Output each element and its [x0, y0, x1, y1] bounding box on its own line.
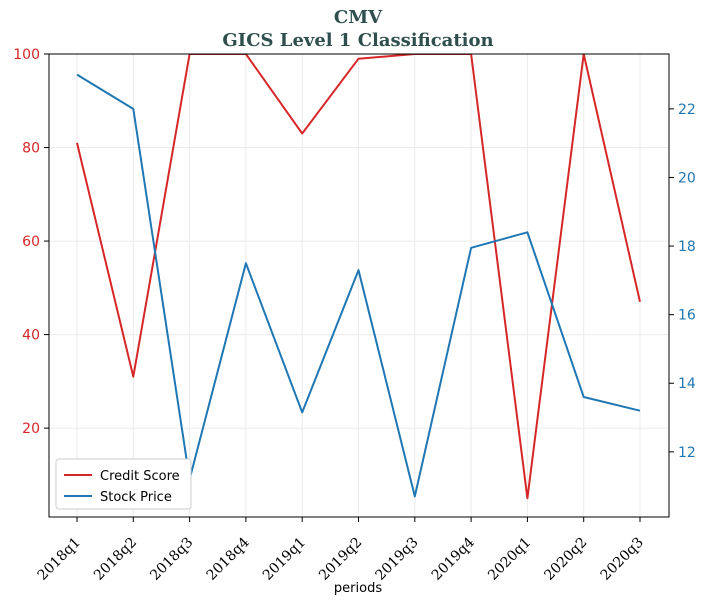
- grid: [49, 53, 669, 517]
- x-tick-label: 2019q1: [260, 535, 309, 584]
- x-tick-label: 2020q1: [485, 535, 534, 584]
- legend-label-stock-price: Stock Price: [100, 490, 172, 505]
- left-y-axis: 20 40 60 80 100: [13, 47, 49, 437]
- series-line-stock-price: [76, 73, 641, 498]
- right-tick-label: 22: [678, 102, 696, 118]
- right-y-axis: 12 14 16 18 20 22: [669, 102, 696, 461]
- x-axis-label: periods: [334, 581, 382, 596]
- left-tick-label: 60: [22, 234, 40, 250]
- right-tick-label: 18: [678, 239, 696, 255]
- chart-title-line2: GICS Level 1 Classification: [222, 30, 493, 51]
- x-tick-label: 2020q3: [598, 535, 647, 584]
- chart-title-line1: CMV: [334, 7, 383, 28]
- left-tick-label: 100: [13, 47, 40, 63]
- x-tick-label: 2018q4: [204, 534, 253, 583]
- x-axis: 2018q1 2018q2 2018q3 2018q4 2019q1 2019q2 2019…: [35, 517, 647, 584]
- left-tick-label: 80: [22, 141, 40, 157]
- right-tick-label: 16: [678, 308, 696, 324]
- right-tick-label: 20: [678, 170, 696, 186]
- right-tick-label: 14: [678, 376, 696, 392]
- x-tick-label: 2019q2: [316, 535, 365, 584]
- x-tick-label: 2020q2: [541, 535, 590, 584]
- left-tick-label: 20: [22, 421, 40, 437]
- series-line-credit-score: [76, 54, 641, 500]
- left-tick-label: 40: [22, 328, 40, 344]
- x-tick-label: 2018q1: [35, 535, 84, 584]
- x-tick-label: 2018q2: [91, 535, 140, 584]
- x-tick-label: 2019q3: [372, 535, 421, 584]
- series-layer: [76, 54, 641, 500]
- x-tick-label: 2018q3: [147, 535, 196, 584]
- x-tick-label: 2019q4: [429, 534, 478, 583]
- legend: Credit Score Stock Price: [55, 458, 192, 510]
- right-tick-label: 12: [678, 445, 696, 461]
- legend-label-credit-score: Credit Score: [100, 469, 180, 484]
